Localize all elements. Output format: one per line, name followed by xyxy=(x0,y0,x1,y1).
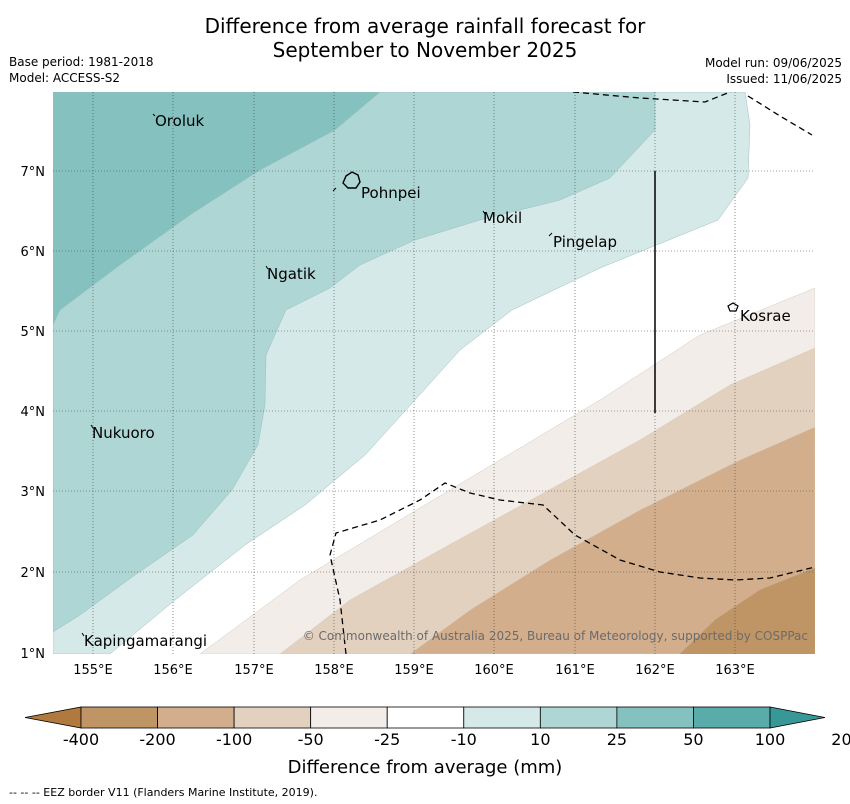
place-label-kosrae: Kosrae xyxy=(740,307,791,325)
eez-border-lines xyxy=(329,92,815,654)
kosrae-island-outline xyxy=(727,302,739,312)
lon-tick-label: 162°E xyxy=(635,663,675,678)
lat-tick-label: 3°N xyxy=(21,485,46,500)
colorbar-segment xyxy=(616,706,694,729)
colorbar-segment xyxy=(463,706,541,729)
place-label-oroluk: Oroluk xyxy=(155,112,204,130)
colorbar-tick-label: -50 xyxy=(298,730,324,749)
colorbar-segment xyxy=(310,706,388,729)
lat-tick-label: 1°N xyxy=(21,647,46,662)
eez-footnote: -- -- -- EEZ border V11 (Flanders Marine… xyxy=(9,786,318,799)
atoll-markers xyxy=(81,113,553,637)
model-run-date: Model run: 09/06/2025 xyxy=(704,56,842,70)
colorbar-segment xyxy=(233,706,312,729)
lon-tick-label: 159°E xyxy=(394,663,434,678)
colorbar-segment xyxy=(693,706,771,729)
map-title-line-1: Difference from average rainfall forecas… xyxy=(204,14,646,38)
lat-tick-label: 6°N xyxy=(21,245,46,260)
model-name: Model: ACCESS-S2 xyxy=(9,71,121,85)
colorbar xyxy=(24,706,826,729)
place-label-nukuoro: Nukuoro xyxy=(92,424,155,442)
colorbar-tick-label: -200 xyxy=(139,730,175,749)
colorbar-title: Difference from average (mm) xyxy=(288,757,563,778)
lat-tick-label: 5°N xyxy=(21,325,46,340)
colorbar-tick-labels: -400-200-100-50-25-10102550100200400 xyxy=(63,730,850,749)
lon-tick-label: 156°E xyxy=(153,663,193,678)
base-period: Base period: 1981-2018 xyxy=(9,55,154,69)
lon-tick-label: 158°E xyxy=(314,663,354,678)
place-label-pingelap: Pingelap xyxy=(553,233,617,251)
band-minus50-to-minus100 xyxy=(409,426,815,654)
lon-tick-label: 163°E xyxy=(715,663,755,678)
colorbar-segment xyxy=(80,706,158,729)
colorbar-segment xyxy=(539,706,618,729)
lon-tick-label: 157°E xyxy=(234,663,274,678)
pohnpei-island-outline xyxy=(342,171,361,189)
lon-tick-label: 155°E xyxy=(73,663,113,678)
lat-tick-label: 4°N xyxy=(21,405,46,420)
colorbar-extend-high xyxy=(769,706,826,729)
place-label-kapingamarangi: Kapingamarangi xyxy=(84,632,207,650)
colorbar-tick-label: 200 xyxy=(831,730,850,749)
map-title-line-2: September to November 2025 xyxy=(272,38,578,62)
colorbar-extend-low xyxy=(24,706,82,729)
band-25-to-50 xyxy=(53,92,656,633)
place-label-mokil: Mokil xyxy=(483,209,522,227)
colorbar-tick-label: 50 xyxy=(683,730,703,749)
colorbar-tick-label: -25 xyxy=(374,730,400,749)
place-label-ngatik: Ngatik xyxy=(267,265,316,283)
colorbar-tick-label: 25 xyxy=(607,730,627,749)
graticule xyxy=(53,92,815,654)
lon-tick-label: 160°E xyxy=(474,663,514,678)
lon-tick-label: 161°E xyxy=(555,663,595,678)
colorbar-segment xyxy=(157,706,235,729)
colorbar-tick-label: -100 xyxy=(216,730,252,749)
rainfall-anomaly-field xyxy=(53,92,815,654)
colorbar-tick-label: 10 xyxy=(530,730,550,749)
place-label-pohnpei: Pohnpei xyxy=(361,184,421,202)
lat-tick-label: 7°N xyxy=(21,165,46,180)
band-50-to-100 xyxy=(53,92,381,326)
issued-date: Issued: 11/06/2025 xyxy=(726,72,842,86)
copyright-notice: © Commonwealth of Australia 2025, Bureau… xyxy=(303,629,808,643)
colorbar-segment xyxy=(386,706,465,729)
colorbar-tick-label: 100 xyxy=(755,730,786,749)
lat-tick-label: 2°N xyxy=(21,566,46,581)
band-minus100-to-minus200 xyxy=(679,567,815,654)
colorbar-tick-label: -10 xyxy=(451,730,477,749)
colorbar-tick-label: -400 xyxy=(63,730,99,749)
